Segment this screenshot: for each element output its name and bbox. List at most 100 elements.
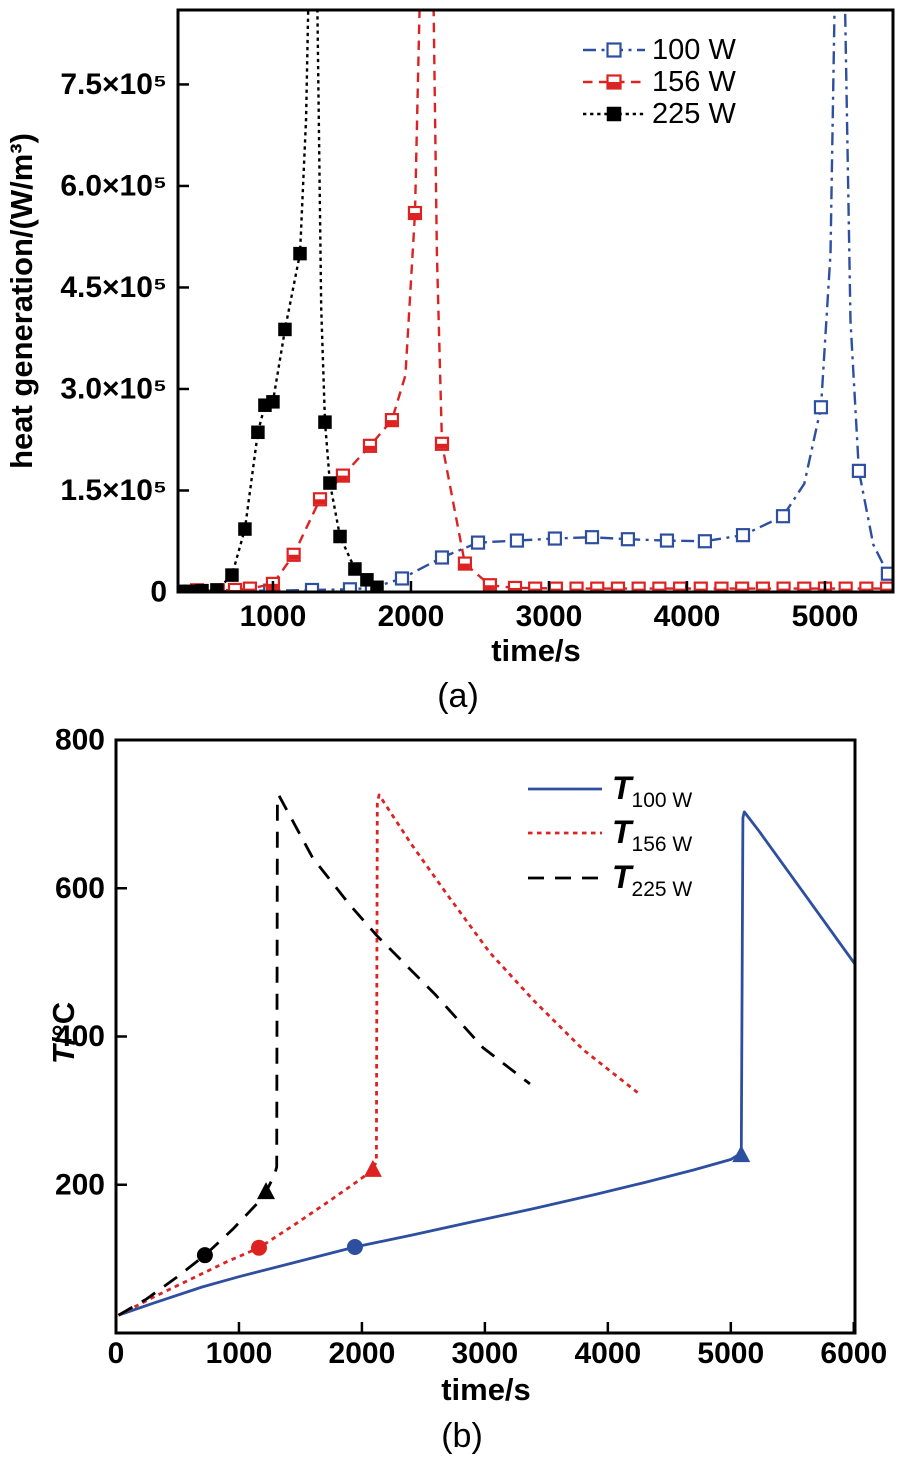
x-tick-label-a: 2000 bbox=[378, 600, 445, 633]
data-marker-156-w-border bbox=[693, 581, 708, 592]
data-marker-156-w-border bbox=[838, 581, 853, 592]
data-marker-156-w-fill bbox=[633, 588, 644, 592]
chart-b-plot-layer: 0 1000 2000 3000 4000 5000 6000200400600800T10… bbox=[55, 724, 887, 1371]
data-marker-156-w-fill bbox=[530, 588, 541, 592]
data-marker-156-w-fill bbox=[716, 588, 727, 592]
data-marker-156-w-border bbox=[507, 580, 523, 592]
x-tick-label-a: 4000 bbox=[654, 600, 721, 633]
legend-label-t-225-w: T225 W bbox=[612, 859, 692, 901]
chart-a-caption: (a) bbox=[437, 677, 479, 715]
data-marker-100-w bbox=[697, 534, 713, 549]
y-tick-label-b: 600 bbox=[55, 872, 105, 905]
data-marker-156-w-border bbox=[312, 492, 328, 507]
data-marker-100-w bbox=[509, 533, 525, 548]
series-layer-a bbox=[178, 10, 893, 592]
data-marker-156-w-border bbox=[227, 582, 243, 592]
data-marker-156-w bbox=[714, 581, 729, 592]
x-tick-label-b: 2000 bbox=[329, 1337, 396, 1370]
data-marker-156-w-bg bbox=[777, 582, 790, 592]
data-marker-156-w-fill bbox=[571, 588, 582, 592]
data-marker-156-w-border bbox=[714, 581, 729, 592]
data-marker-156-w bbox=[384, 413, 400, 428]
legend-label-156-w: 156 W bbox=[652, 66, 736, 98]
x-tick-label-b: 6000 bbox=[820, 1337, 887, 1370]
legend-marker-156-w-border bbox=[606, 74, 622, 90]
data-marker-156-w bbox=[335, 468, 351, 483]
data-marker-156-w-bg bbox=[839, 582, 852, 592]
data-marker-156-w-fill bbox=[778, 588, 789, 592]
data-marker-156-w-fill bbox=[592, 588, 603, 592]
x-tick-label-b: 1000 bbox=[206, 1337, 273, 1370]
data-marker-156-w-border bbox=[652, 581, 667, 592]
y-tick-label-a: 4.5×10⁵ bbox=[60, 271, 167, 304]
data-marker-156-w-border bbox=[569, 581, 584, 592]
data-marker-156-w-fill bbox=[288, 554, 299, 560]
chart-b-xaxis-title: time/s bbox=[441, 1372, 531, 1407]
data-marker-225-w bbox=[293, 246, 307, 261]
legend-label-sub-t-225-w: 225 W bbox=[632, 878, 693, 901]
chart-b-yaxis-title-unit: /°C bbox=[46, 1002, 81, 1045]
data-marker-156-w-border bbox=[362, 438, 378, 453]
chart-b-caption: (b) bbox=[441, 1417, 483, 1455]
data-marker-156-w-border bbox=[797, 581, 812, 592]
data-marker-156-w-border bbox=[384, 413, 400, 428]
data-marker-225-w bbox=[360, 573, 374, 587]
y-tick-label-a: 3.0×10⁵ bbox=[60, 372, 167, 405]
data-marker-156-w bbox=[407, 205, 423, 221]
data-marker-156-w bbox=[507, 580, 523, 592]
data-marker-156-w-fill bbox=[459, 563, 470, 569]
data-marker-156-w bbox=[434, 436, 450, 451]
legend-label-sub-t-100-w: 100 W bbox=[632, 789, 693, 812]
data-marker-156-w bbox=[879, 581, 893, 592]
data-marker-156-w-bg bbox=[632, 582, 645, 592]
data-marker-156-w-fill bbox=[484, 585, 495, 591]
data-marker-156-w-fill bbox=[840, 588, 851, 592]
data-marker-156-w-bg bbox=[756, 582, 769, 592]
data-marker-156-w bbox=[457, 556, 473, 571]
data-marker-225-w bbox=[370, 580, 384, 592]
data-marker-156-w-border bbox=[407, 205, 423, 221]
series-line-t-225-w bbox=[117, 793, 531, 1317]
data-marker-100-w bbox=[775, 509, 791, 524]
y-tick-label-b: 200 bbox=[55, 1168, 105, 1201]
data-marker-156-w-bg bbox=[653, 582, 666, 592]
data-marker-156-w-fill bbox=[737, 588, 748, 592]
data-marker-225-w bbox=[278, 322, 292, 337]
data-marker-156-w-fill bbox=[386, 420, 397, 426]
x-tick-label-a: 5000 bbox=[792, 600, 859, 633]
data-marker-225-w bbox=[323, 476, 337, 490]
data-marker-156-w-fill bbox=[695, 588, 706, 592]
legend-item-156-w: 156 W bbox=[583, 66, 736, 98]
data-marker-156-w-fill bbox=[612, 588, 623, 592]
series-line-t-156-w bbox=[117, 793, 641, 1317]
data-marker-100-w bbox=[880, 566, 893, 581]
triangle-marker-t-100-w bbox=[732, 1145, 751, 1163]
data-marker-156-w-fill bbox=[799, 588, 810, 592]
data-marker-156-w bbox=[755, 581, 770, 592]
plot-frame-a bbox=[176, 8, 895, 594]
data-marker-156-w-fill bbox=[757, 588, 768, 592]
data-marker-100-w bbox=[470, 535, 486, 550]
x-tick-label-a: 1000 bbox=[240, 600, 307, 633]
legend-marker-156-w bbox=[606, 74, 622, 90]
series-line-156-w bbox=[178, 10, 893, 592]
data-marker-156-w-fill bbox=[654, 588, 665, 592]
legend-label-main-t-156-w: T bbox=[612, 814, 634, 850]
y-tick-label-a: 7.5×10⁵ bbox=[60, 68, 167, 101]
legend-item-t-100-w: T100 W bbox=[528, 770, 692, 812]
data-marker-156-w-border bbox=[610, 581, 626, 592]
data-marker-225-w bbox=[251, 425, 265, 440]
data-marker-225-w bbox=[225, 568, 239, 582]
data-marker-156-w-fill bbox=[409, 213, 420, 219]
data-marker-156-w bbox=[735, 581, 750, 592]
legend-marker-156-w-fill bbox=[608, 82, 620, 88]
data-marker-156-w bbox=[482, 578, 497, 592]
y-tick-label-a: 1.5×10⁵ bbox=[60, 474, 167, 507]
data-marker-156-w-border bbox=[434, 436, 450, 451]
legend-marker-100-w bbox=[606, 42, 622, 58]
data-marker-156-w bbox=[652, 581, 667, 592]
data-marker-225-w bbox=[318, 415, 332, 429]
legend-label-main-t-100-w: T bbox=[612, 770, 634, 806]
data-marker-156-w-border bbox=[528, 581, 543, 592]
